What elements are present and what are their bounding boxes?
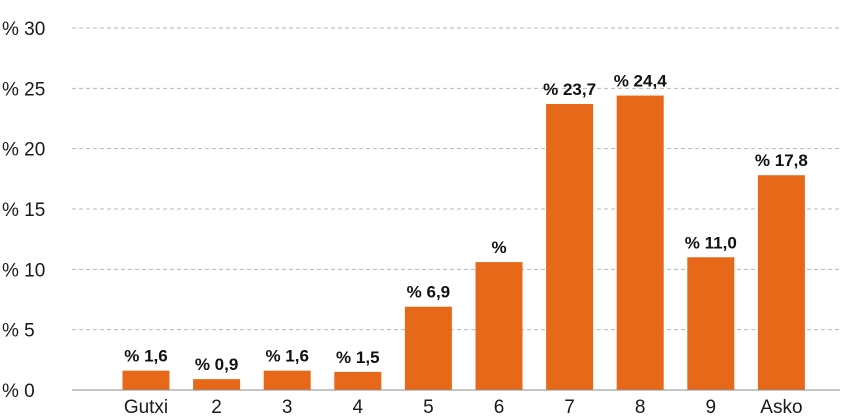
x-tick-label: Asko xyxy=(760,397,802,418)
bar xyxy=(404,306,452,390)
y-tick-label: % 15 xyxy=(2,200,45,221)
data-label: % 1,6 xyxy=(124,347,167,366)
data-label: % 23,7 xyxy=(543,80,596,99)
data-labels: % 1,6 % 0,9 % 1,6 % 1,5 % 6,9% % 23,7 % 24,4 % … xyxy=(124,72,808,375)
data-label: % 11,0 xyxy=(685,233,737,252)
y-tick-label: % 20 xyxy=(2,140,45,161)
y-tick-label: % 10 xyxy=(2,260,45,281)
x-tick-label: 2 xyxy=(211,397,222,418)
x-tick-label: 6 xyxy=(494,397,505,418)
bar xyxy=(334,371,382,390)
y-tick-label: % 30 xyxy=(2,19,45,40)
x-tick-label: 9 xyxy=(706,397,717,418)
y-tick-label: % 25 xyxy=(2,79,45,100)
bar xyxy=(687,257,735,390)
bar xyxy=(193,379,241,390)
bar xyxy=(546,104,594,391)
data-label: % 17,8 xyxy=(755,151,808,170)
bar xyxy=(757,175,805,390)
bars xyxy=(122,95,805,391)
x-tick-label: Gutxi xyxy=(124,397,168,418)
x-tick-label: 8 xyxy=(635,397,646,418)
data-label: % 0,9 xyxy=(195,355,238,374)
data-label: % 1,6 xyxy=(265,347,308,366)
data-label: % xyxy=(491,238,506,257)
data-label: % 1,5 xyxy=(336,348,379,367)
x-tick-label: 7 xyxy=(564,397,575,418)
bar xyxy=(616,95,664,390)
y-axis-tick-labels: % 0 % 5 % 10 % 15 % 20 % 25 % 30 xyxy=(2,19,45,402)
bar xyxy=(122,370,170,390)
x-tick-label: 4 xyxy=(353,397,364,418)
data-label: % 6,9 xyxy=(407,283,450,302)
x-axis-tick-labels: Gutxi 2 3 4 5 6 7 8 9 Asko xyxy=(124,397,803,418)
bar xyxy=(263,370,311,390)
data-label: % 24,4 xyxy=(614,72,667,91)
x-tick-label: 3 xyxy=(282,397,293,418)
x-tick-label: 5 xyxy=(423,397,434,418)
y-tick-label: % 5 xyxy=(2,321,35,342)
y-tick-label: % 0 xyxy=(2,381,35,402)
bar xyxy=(475,262,523,390)
